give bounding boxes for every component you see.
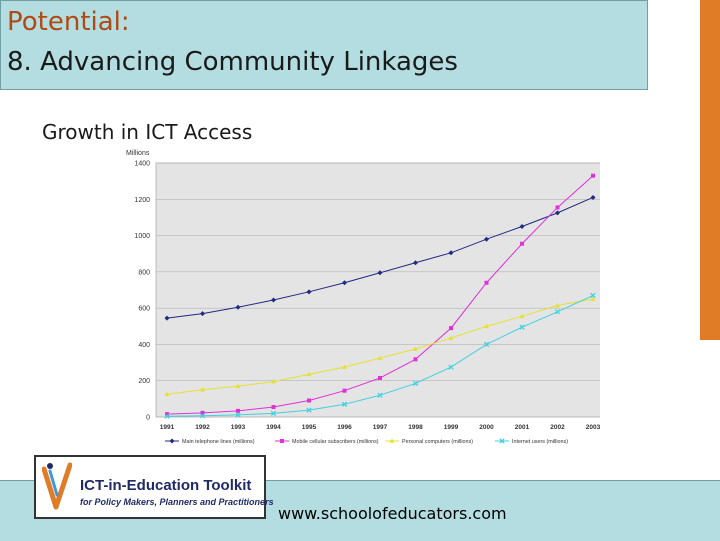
data-point xyxy=(377,355,383,360)
x-tick-label: 1997 xyxy=(373,424,388,431)
data-point xyxy=(306,289,312,295)
data-point xyxy=(378,375,382,380)
y-tick-label: 1200 xyxy=(134,197,150,204)
data-point xyxy=(200,387,205,392)
logo-title: ICT-in-Education Toolkit xyxy=(80,477,252,494)
chart-panel: Millions 0 200 400 600 800 1000 1200 1400 1991 1… xyxy=(120,148,603,448)
data-point xyxy=(519,313,525,319)
legend-label: Mobile cellular subscribers (millions) xyxy=(292,439,379,445)
side-accent-bar xyxy=(700,0,720,340)
data-point xyxy=(200,410,205,415)
y-tick-label: 1400 xyxy=(134,161,150,168)
data-point xyxy=(280,439,284,443)
data-point xyxy=(341,401,348,407)
y-tick-label: 400 xyxy=(138,342,150,349)
data-point xyxy=(448,364,454,370)
y-axis-label: Millions xyxy=(126,150,150,157)
data-point xyxy=(270,410,277,417)
data-point xyxy=(164,315,170,321)
data-point xyxy=(164,413,170,419)
data-point xyxy=(306,407,312,413)
data-point xyxy=(235,412,241,418)
data-point xyxy=(377,270,383,276)
data-point xyxy=(484,280,489,285)
data-point xyxy=(449,326,453,331)
x-tick-label: 1998 xyxy=(408,424,423,431)
data-point xyxy=(306,371,312,377)
title-prefix: Potential: xyxy=(7,7,130,37)
data-point xyxy=(519,324,525,330)
data-point xyxy=(413,357,418,362)
x-tick-label: 2003 xyxy=(586,424,600,431)
plot-area xyxy=(155,162,603,418)
data-point xyxy=(590,292,596,299)
data-point xyxy=(389,438,395,443)
x-tick-label: 1996 xyxy=(337,424,352,431)
data-point xyxy=(519,224,525,229)
data-point xyxy=(271,379,276,384)
data-point xyxy=(448,250,454,256)
x-tick-label: 1995 xyxy=(302,424,317,431)
y-tick-label: 800 xyxy=(138,269,150,276)
data-point xyxy=(484,323,489,329)
x-tick-label: 2002 xyxy=(550,424,565,431)
chart-legend: Main telephone lines (millions) Mobile ce… xyxy=(165,438,568,445)
x-tick-label: 1993 xyxy=(231,424,246,431)
data-point xyxy=(590,194,596,200)
data-point xyxy=(483,341,490,348)
data-point xyxy=(484,236,489,242)
data-point xyxy=(342,364,347,369)
data-point xyxy=(413,260,418,266)
data-point xyxy=(342,280,347,286)
data-point xyxy=(199,413,206,419)
y-tick-label: 600 xyxy=(138,306,150,313)
x-axis-ticks: 1991 1992 1993 1994 1995 1996 1997 1998 1999 2000… xyxy=(160,424,601,431)
y-axis-ticks: 0 200 400 600 800 1000 1200 1400 xyxy=(134,161,150,422)
y-tick-label: 200 xyxy=(138,378,150,385)
data-point xyxy=(554,309,561,315)
data-point xyxy=(377,392,383,398)
data-point xyxy=(169,438,175,444)
data-point xyxy=(235,304,241,310)
data-point xyxy=(342,388,347,393)
toolkit-logo: ICT-in-Education Toolkit for Policy Make… xyxy=(34,455,274,519)
website-url: www.schoolofeducators.com xyxy=(278,504,507,523)
data-point xyxy=(164,391,170,397)
x-tick-label: 1999 xyxy=(444,424,459,431)
data-point xyxy=(448,335,454,340)
x-tick-label: 1992 xyxy=(195,424,210,431)
data-point xyxy=(271,405,276,410)
data-point xyxy=(555,302,560,308)
v-swoosh-logo-icon xyxy=(42,462,72,510)
y-tick-label: 0 xyxy=(146,415,150,422)
data-point xyxy=(271,297,276,303)
chart-heading: Growth in ICT Access xyxy=(42,120,253,144)
x-tick-label: 1994 xyxy=(266,424,281,431)
data-point xyxy=(591,173,595,178)
data-point xyxy=(236,408,240,413)
data-point xyxy=(555,205,560,210)
series-markers xyxy=(164,173,596,419)
data-point xyxy=(307,398,311,403)
logo-tagline: for Policy Makers, Planners and Practiti… xyxy=(80,497,274,507)
title-bar: Potential: 8. Advancing Community Linkag… xyxy=(0,0,648,90)
data-point xyxy=(412,380,419,387)
x-tick-label: 2000 xyxy=(479,424,494,431)
data-point xyxy=(590,296,596,301)
x-tick-label: 1991 xyxy=(160,424,175,431)
y-tick-label: 1000 xyxy=(134,233,150,240)
legend-label: Personal computers (millions) xyxy=(402,439,473,445)
data-point xyxy=(165,412,169,417)
page-title: 8. Advancing Community Linkages xyxy=(7,47,458,77)
legend-label: Main telephone lines (millions) xyxy=(182,439,255,445)
data-point xyxy=(235,383,241,388)
legend-label: Internet users (millions) xyxy=(512,439,568,445)
x-tick-label: 2001 xyxy=(515,424,530,431)
data-point xyxy=(520,241,524,246)
data-point xyxy=(555,210,560,216)
data-point xyxy=(499,438,505,444)
data-point xyxy=(200,311,205,317)
data-point xyxy=(413,346,418,351)
